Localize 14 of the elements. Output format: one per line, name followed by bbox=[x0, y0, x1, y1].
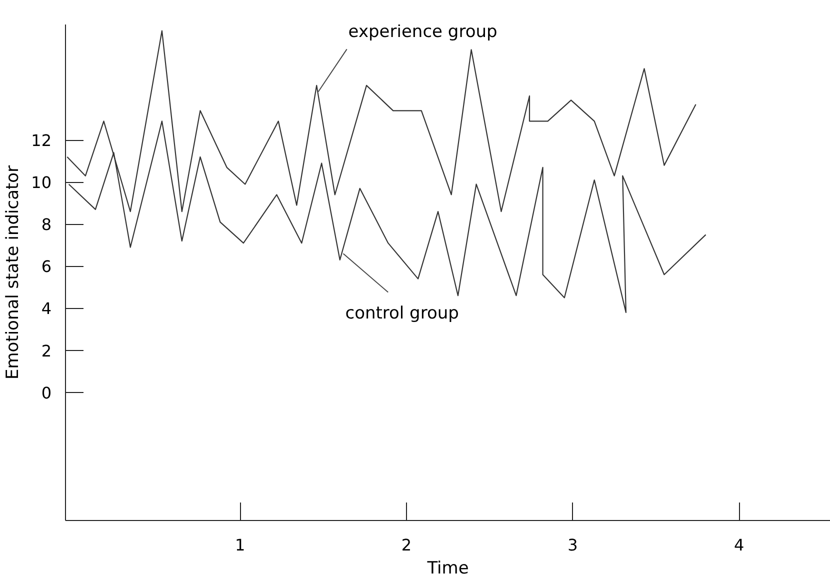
y-tick-label: 4 bbox=[41, 299, 52, 318]
y-tick-label: 10 bbox=[31, 173, 52, 192]
y-tick-label: 6 bbox=[41, 257, 52, 276]
y-tick-label: 12 bbox=[31, 131, 52, 150]
x-tick-label: 1 bbox=[235, 536, 246, 554]
y-tick-label: 8 bbox=[41, 215, 52, 234]
y-tick-label: 2 bbox=[41, 341, 52, 360]
x-tick-label: 3 bbox=[568, 536, 578, 554]
x-tick-label: 4 bbox=[734, 536, 744, 554]
annotation: control group bbox=[345, 304, 459, 324]
x-axis-title: Time bbox=[426, 558, 469, 578]
y-tick-label: 0 bbox=[41, 383, 52, 402]
y-axis-title: Emotional state indicator bbox=[3, 165, 24, 380]
x-tick-label: 2 bbox=[401, 536, 412, 554]
